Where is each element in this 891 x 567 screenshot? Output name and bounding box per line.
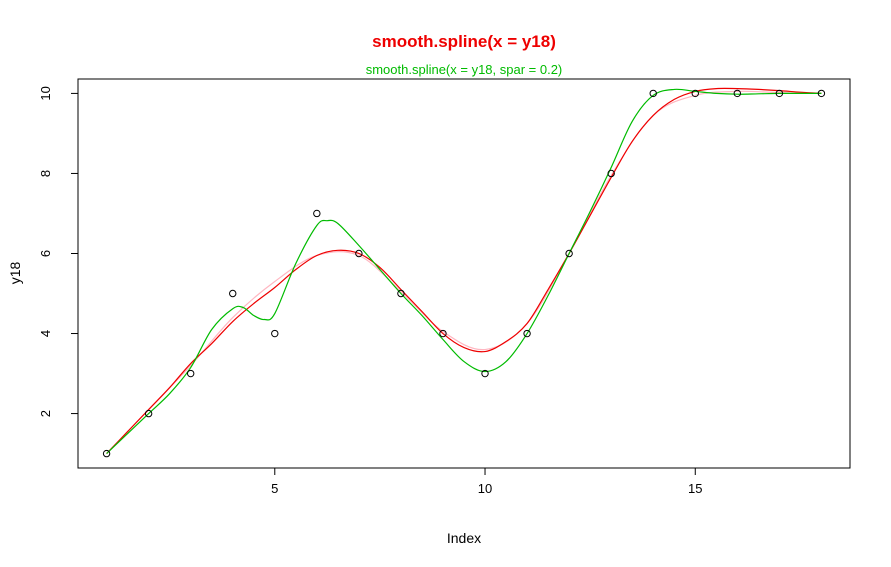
x-tick-label: 10 xyxy=(478,481,492,496)
data-point xyxy=(102,449,111,458)
plot-frame xyxy=(77,78,851,469)
data-point xyxy=(481,369,489,378)
y-tick-label: 6 xyxy=(38,250,53,257)
data-point xyxy=(817,89,826,98)
x-tick-label: 5 xyxy=(271,481,278,496)
x-axis-title: Index xyxy=(447,530,481,546)
spline-curves xyxy=(106,87,822,455)
data-point xyxy=(775,89,784,98)
data-point xyxy=(397,289,405,298)
data-point xyxy=(607,169,615,178)
x-axis: 5 10 15 xyxy=(271,467,702,496)
y-axis-title: y18 xyxy=(7,262,23,285)
spline-curve-3 xyxy=(106,88,822,455)
x-tick-label: 15 xyxy=(688,481,702,496)
data-point xyxy=(229,289,237,298)
data-point xyxy=(439,329,447,338)
y-tick-label: 4 xyxy=(38,330,53,337)
chart-title: smooth.spline(x = y18) xyxy=(372,32,556,51)
data-point xyxy=(523,329,531,338)
y-tick-label: 2 xyxy=(38,410,53,417)
data-point xyxy=(355,249,363,258)
data-point xyxy=(565,249,573,258)
data-point xyxy=(313,209,321,218)
y-tick-label: 8 xyxy=(38,170,53,177)
spline-curve-2 xyxy=(106,87,822,455)
data-point xyxy=(649,89,657,98)
chart-subtitle: smooth.spline(x = y18, spar = 0.2) xyxy=(366,62,563,77)
data-points xyxy=(102,89,826,458)
data-point xyxy=(186,369,195,378)
spline-curve-1 xyxy=(106,90,822,455)
data-point xyxy=(691,89,699,98)
data-point xyxy=(271,329,279,338)
data-point xyxy=(144,409,153,418)
y-tick-label: 10 xyxy=(38,86,53,100)
data-point xyxy=(733,89,742,98)
y-axis: 2 4 6 8 10 xyxy=(38,86,79,417)
